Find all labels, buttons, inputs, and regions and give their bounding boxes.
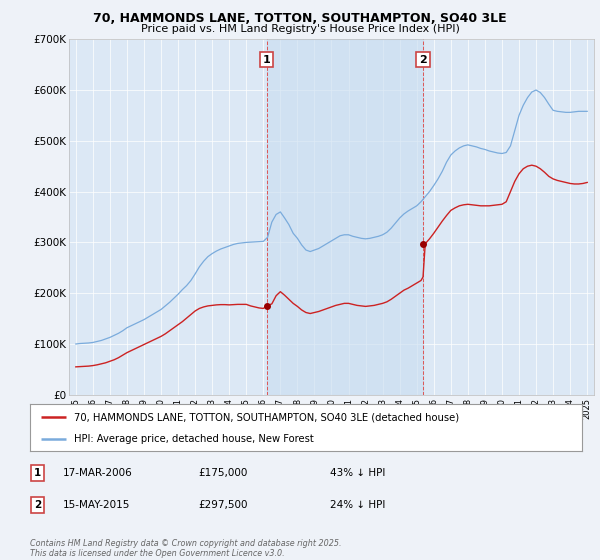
Text: £297,500: £297,500 [198, 500, 248, 510]
Text: 2: 2 [34, 500, 41, 510]
Text: 15-MAY-2015: 15-MAY-2015 [63, 500, 130, 510]
Text: £175,000: £175,000 [198, 468, 247, 478]
Bar [267, 39, 423, 395]
Text: 70, HAMMONDS LANE, TOTTON, SOUTHAMPTON, SO40 3LE (detached house): 70, HAMMONDS LANE, TOTTON, SOUTHAMPTON, … [74, 412, 459, 422]
Text: HPI: Average price, detached house, New Forest: HPI: Average price, detached house, New … [74, 434, 314, 444]
Text: Contains HM Land Registry data © Crown copyright and database right 2025.
This d: Contains HM Land Registry data © Crown c… [30, 539, 341, 558]
Text: 2: 2 [419, 54, 427, 64]
Text: 24% ↓ HPI: 24% ↓ HPI [330, 500, 385, 510]
Text: 17-MAR-2006: 17-MAR-2006 [63, 468, 133, 478]
Text: 1: 1 [263, 54, 271, 64]
Text: 1: 1 [34, 468, 41, 478]
Text: Price paid vs. HM Land Registry's House Price Index (HPI): Price paid vs. HM Land Registry's House … [140, 24, 460, 34]
Text: 70, HAMMONDS LANE, TOTTON, SOUTHAMPTON, SO40 3LE: 70, HAMMONDS LANE, TOTTON, SOUTHAMPTON, … [93, 12, 507, 25]
Text: 43% ↓ HPI: 43% ↓ HPI [330, 468, 385, 478]
